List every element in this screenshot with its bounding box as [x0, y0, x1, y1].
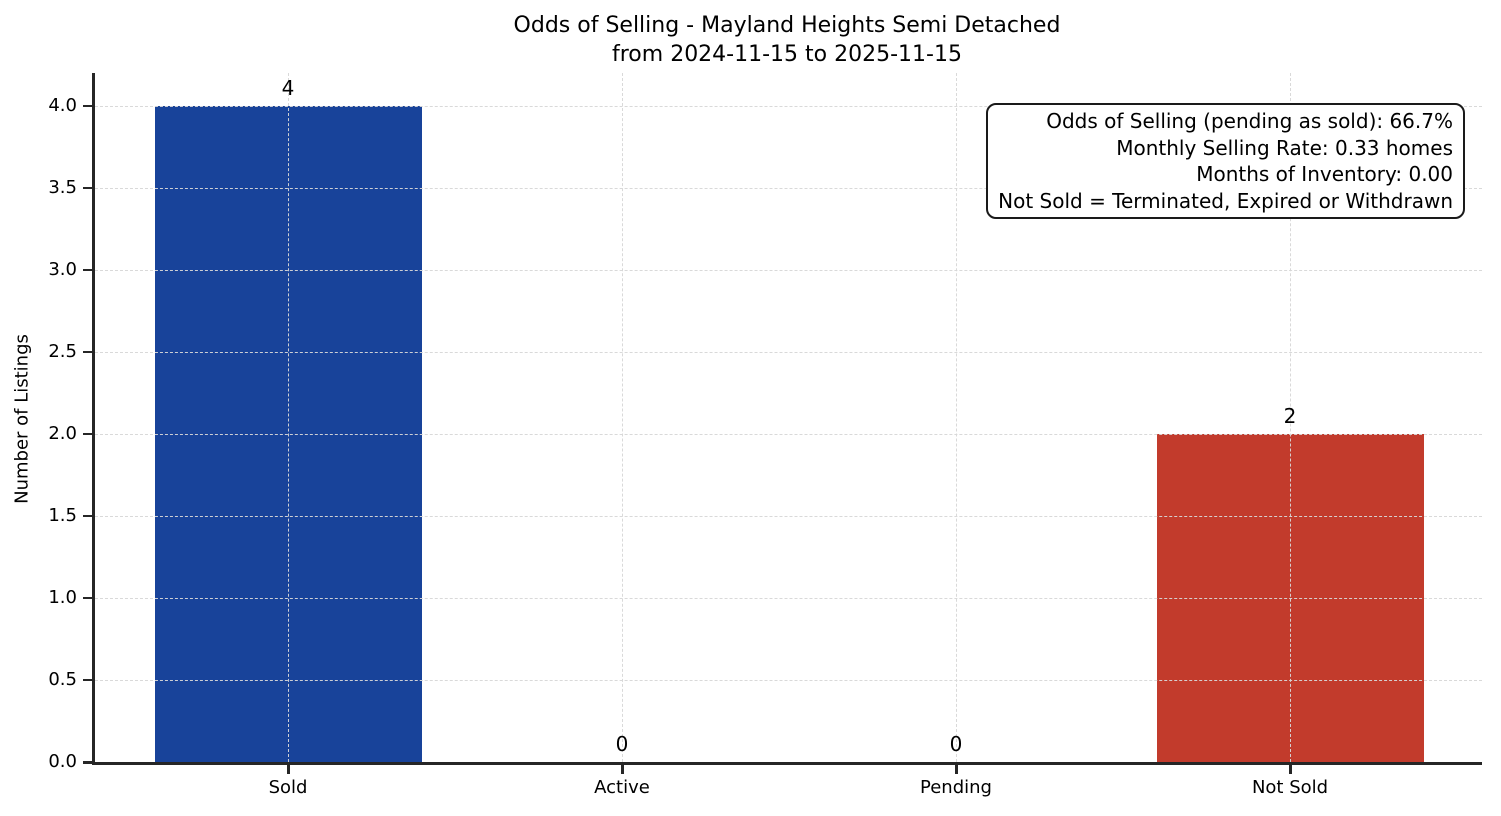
y-tick-mark	[83, 186, 92, 190]
annotation-box: Odds of Selling (pending as sold): 66.7%…	[986, 103, 1465, 219]
x-tick-mark	[955, 765, 958, 774]
y-tick-mark	[83, 268, 92, 272]
h-gridline	[95, 515, 1482, 517]
y-tick-mark	[83, 350, 92, 354]
h-gridline	[95, 351, 1482, 353]
x-tick-label: Active	[594, 777, 650, 798]
title-block: Odds of Selling - Mayland Heights Semi D…	[92, 11, 1482, 69]
h-gridline	[95, 105, 1482, 107]
y-tick-mark	[83, 761, 92, 764]
h-gridline	[95, 187, 1482, 189]
y-tick-label: 2.0	[48, 422, 77, 444]
annotation-line: Not Sold = Terminated, Expired or Withdr…	[998, 188, 1453, 213]
chart-subtitle: from 2024-11-15 to 2025-11-15	[612, 42, 962, 67]
h-gridline	[95, 269, 1482, 271]
y-tick-mark	[83, 596, 92, 600]
h-gridline	[95, 679, 1482, 681]
v-gridline	[622, 73, 623, 762]
annotation-line: Monthly Selling Rate: 0.33 homes	[1116, 135, 1453, 160]
y-tick-label: 2.5	[48, 340, 77, 362]
h-gridline	[95, 433, 1482, 435]
y-tick-mark	[83, 432, 92, 436]
chart-title: Odds of Selling - Mayland Heights Semi D…	[513, 13, 1061, 38]
plot-area: 0.0 0.5 1.0 1.5 2.0 2.5 3.0 3.5 4.0 Sold 4 Active 0 P…	[48, 73, 1482, 798]
y-tick-label: 4.0	[48, 94, 77, 116]
y-tick-label: 0.0	[48, 751, 77, 772]
bar-value-label: 0	[615, 732, 629, 756]
y-tick-label: 1.5	[48, 504, 77, 526]
x-tick-label: Sold	[268, 777, 308, 798]
y-tick-mark	[83, 678, 92, 682]
x-tick-label: Pending	[920, 777, 992, 798]
v-gridline	[288, 73, 289, 762]
annotation-line: Odds of Selling (pending as sold): 66.7%	[1046, 109, 1453, 133]
y-tick-label: 3.5	[48, 176, 77, 198]
x-tick-mark	[287, 765, 290, 774]
y-tick-label: 1.0	[48, 586, 77, 608]
bar-value-label: 0	[949, 732, 963, 756]
annotation-line: Months of Inventory: 0.00	[1196, 162, 1453, 186]
y-tick-mark	[83, 514, 92, 518]
x-tick-mark	[621, 765, 624, 774]
x-tick-mark	[1289, 765, 1292, 774]
h-gridline	[95, 597, 1482, 599]
y-tick-label: 0.5	[48, 668, 77, 690]
v-gridline	[956, 73, 957, 762]
x-tick-label: Not Sold	[1251, 777, 1329, 798]
bar-value-label: 2	[1283, 403, 1297, 428]
v-gridline	[1290, 73, 1291, 762]
y-tick-label: 3.0	[48, 258, 77, 280]
bar-value-label: 4	[281, 75, 295, 100]
y-tick-mark	[83, 104, 92, 108]
